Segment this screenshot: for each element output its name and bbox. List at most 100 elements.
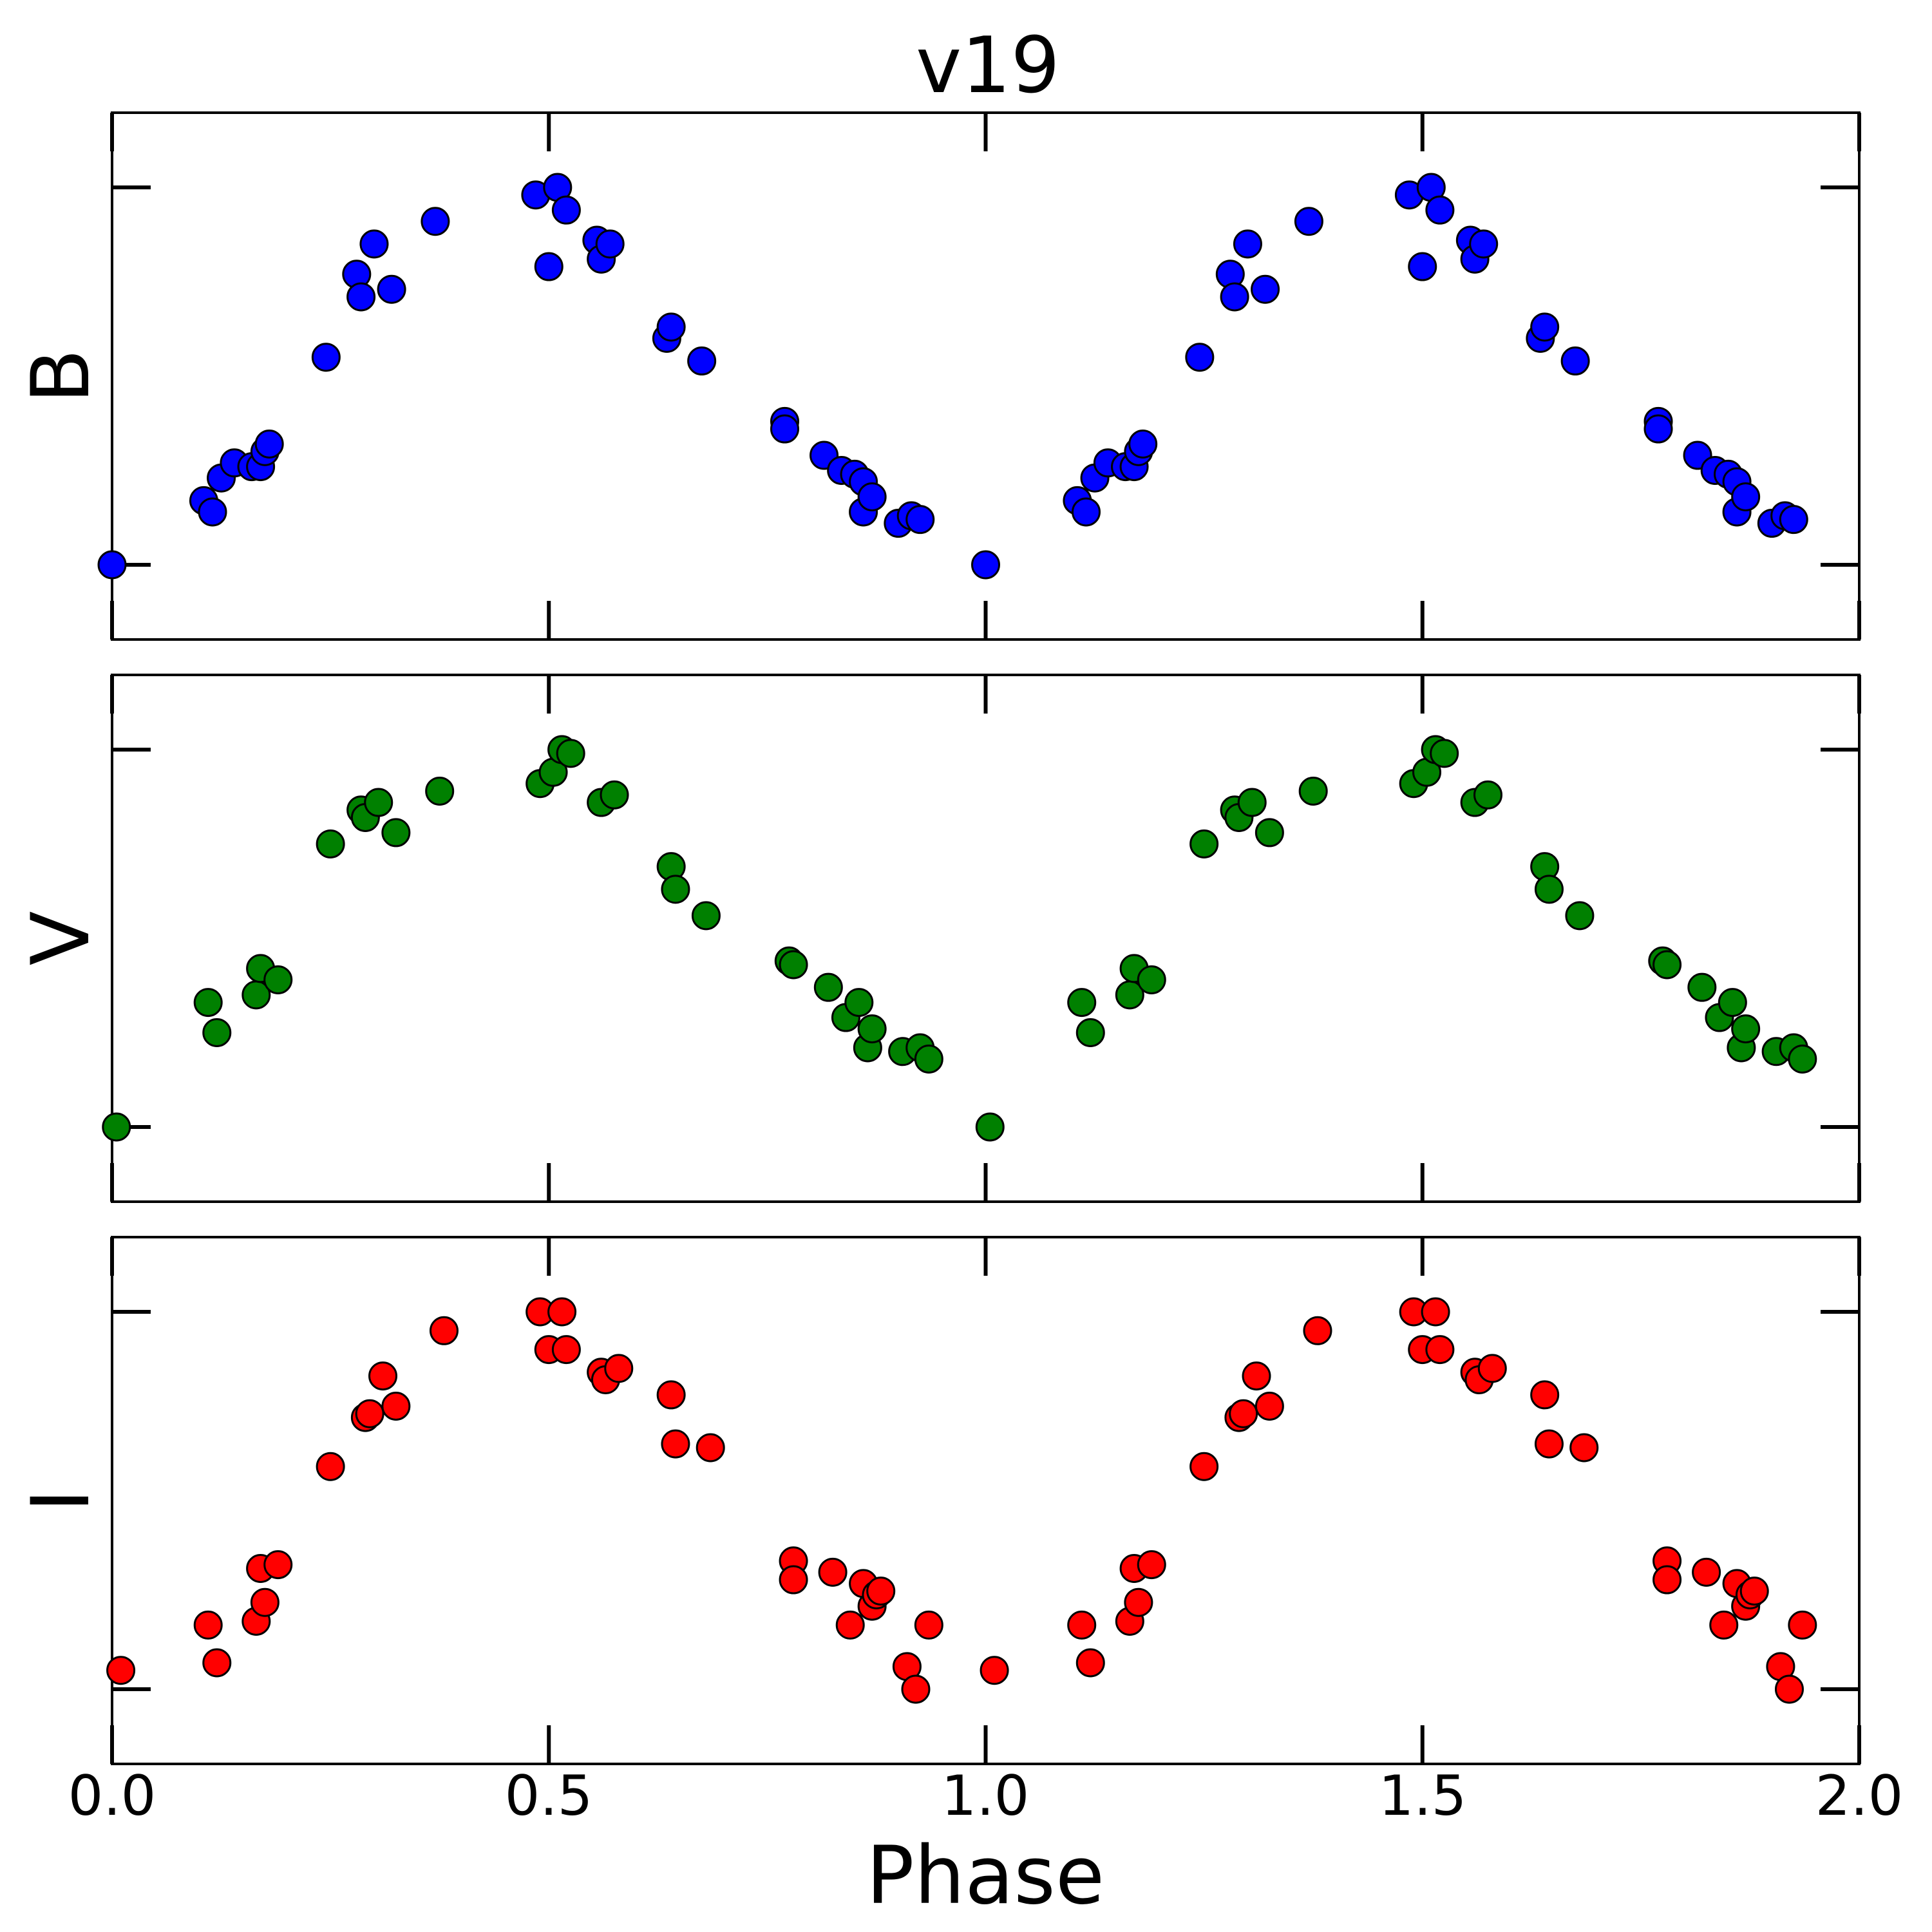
data-point-I-9 — [355, 1399, 384, 1428]
data-point-V-17-repeat — [1473, 780, 1502, 810]
data-point-V-10 — [381, 818, 411, 848]
data-point-V-0 — [102, 1112, 131, 1142]
data-point-B-8-repeat — [1128, 429, 1158, 459]
data-point-B-32 — [857, 482, 887, 512]
data-point-B-9-repeat — [1185, 343, 1215, 372]
data-point-B-14-repeat — [1294, 207, 1323, 236]
data-point-V-17 — [600, 780, 629, 810]
data-point-I-19-repeat — [1477, 1354, 1507, 1383]
data-point-I-2-repeat — [1075, 1648, 1105, 1678]
data-point-I-22-repeat — [1569, 1433, 1599, 1463]
data-point-V-0-repeat — [975, 1112, 1005, 1142]
data-point-I-6-repeat — [1137, 1550, 1166, 1580]
data-point-V-30-repeat — [1788, 1045, 1817, 1074]
data-point-V-19-repeat — [1534, 875, 1564, 904]
data-point-V-25 — [844, 988, 874, 1018]
data-point-B-9 — [311, 343, 341, 372]
data-point-I-11-repeat — [1255, 1392, 1284, 1421]
data-point-I-10 — [368, 1361, 398, 1391]
data-point-I-6 — [263, 1550, 293, 1580]
x-tick-label-4: 2.0 — [1815, 1764, 1904, 1828]
data-point-I-2 — [202, 1648, 232, 1678]
data-point-I-22 — [696, 1433, 725, 1463]
data-point-V-15 — [556, 739, 585, 768]
panel-I: I — [15, 1236, 1861, 1765]
data-point-B-24-repeat — [1560, 346, 1590, 376]
data-point-B-2-repeat — [1071, 497, 1101, 527]
data-point-B-12-repeat — [1233, 229, 1262, 259]
data-point-V-22 — [779, 950, 808, 980]
data-point-V-10-repeat — [1255, 818, 1284, 848]
data-point-V-19 — [661, 875, 690, 904]
panel-B: B — [15, 111, 1861, 641]
data-point-B-11 — [346, 282, 376, 312]
data-point-B-21 — [595, 229, 625, 259]
data-point-V-2-repeat — [1075, 1018, 1105, 1047]
data-point-I-20 — [656, 1380, 686, 1410]
data-point-B-24 — [687, 346, 717, 376]
data-point-B-13-repeat — [1251, 274, 1280, 304]
x-tick-label-2: 1.0 — [942, 1764, 1030, 1828]
data-point-V-11 — [425, 776, 455, 806]
data-point-I-5-repeat — [1124, 1587, 1153, 1617]
data-point-I-19 — [604, 1354, 634, 1383]
data-point-I-0 — [106, 1656, 136, 1685]
data-point-B-0-repeat — [971, 550, 1000, 580]
data-point-B-12 — [359, 229, 389, 259]
data-point-V-23-repeat — [1687, 972, 1717, 1002]
panel-V: V — [15, 674, 1861, 1203]
data-point-I-21-repeat — [1534, 1429, 1564, 1459]
data-point-V-1-repeat — [1067, 988, 1097, 1018]
data-point-B-26-repeat — [1643, 414, 1673, 444]
data-point-B-23-repeat — [1530, 312, 1560, 342]
data-point-I-12 — [429, 1316, 459, 1345]
data-point-V-5-repeat — [1137, 965, 1166, 994]
data-point-I-15 — [547, 1297, 577, 1327]
data-point-I-24 — [779, 1565, 808, 1595]
data-point-I-16-repeat — [1425, 1335, 1455, 1365]
data-point-V-22-repeat — [1653, 950, 1682, 980]
data-point-B-16-repeat — [1408, 252, 1437, 281]
data-point-B-0 — [97, 550, 127, 580]
data-point-B-14 — [421, 207, 450, 236]
data-point-B-23 — [656, 312, 686, 342]
data-point-I-33 — [914, 1610, 943, 1640]
data-point-V-9-repeat — [1237, 788, 1267, 817]
data-point-I-7 — [316, 1452, 345, 1481]
data-point-I-20-repeat — [1530, 1380, 1560, 1410]
data-point-V-11-repeat — [1298, 776, 1328, 806]
data-point-I-1-repeat — [1067, 1610, 1097, 1640]
data-point-I-15-repeat — [1421, 1297, 1450, 1327]
panel-frame-I — [111, 1236, 1861, 1765]
data-point-B-18-repeat — [1425, 195, 1455, 225]
data-point-I-16 — [551, 1335, 581, 1365]
data-point-I-26 — [835, 1610, 865, 1640]
data-point-V-6-repeat — [1189, 829, 1219, 858]
data-point-I-30 — [866, 1577, 896, 1606]
data-point-I-9-repeat — [1229, 1399, 1258, 1428]
data-point-I-30-repeat — [1739, 1577, 1769, 1606]
data-point-I-25 — [818, 1557, 848, 1587]
data-point-B-13 — [377, 274, 406, 304]
data-point-I-33-repeat — [1788, 1610, 1817, 1640]
data-point-I-12-repeat — [1303, 1316, 1332, 1345]
x-tick-label-3: 1.5 — [1379, 1764, 1467, 1828]
data-point-I-10-repeat — [1242, 1361, 1271, 1391]
data-point-I-21 — [661, 1429, 690, 1459]
data-point-V-23 — [813, 972, 843, 1002]
data-point-V-6 — [316, 829, 345, 858]
y-axis-label-V: V — [15, 911, 108, 966]
chart-title: v19 — [916, 21, 1060, 111]
data-point-I-0-repeat — [980, 1656, 1009, 1685]
data-point-V-9 — [364, 788, 393, 817]
data-point-I-32-repeat — [1774, 1674, 1804, 1704]
data-point-I-11 — [381, 1392, 411, 1421]
data-point-B-35-repeat — [1779, 505, 1808, 535]
data-point-B-8 — [254, 429, 284, 459]
data-point-V-25-repeat — [1718, 988, 1747, 1018]
data-point-I-5 — [250, 1587, 279, 1617]
y-axis-label-I: I — [15, 1489, 108, 1513]
data-point-B-11-repeat — [1220, 282, 1249, 312]
x-axis-label: Phase — [866, 1830, 1104, 1922]
